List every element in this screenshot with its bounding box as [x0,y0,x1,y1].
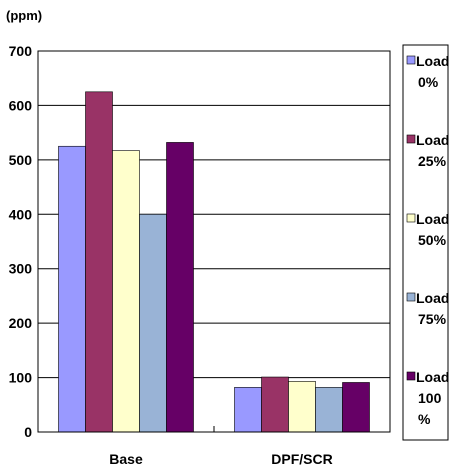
legend-label: 0% [418,74,439,90]
legend-label: Load [416,211,449,227]
legend: Load 0% Load 25% Load 50% Load 75% Load 100% [402,44,449,441]
bars [58,91,370,433]
legend-label: 100 [418,390,442,406]
bar-dpf-scr-series-0 [234,387,262,433]
legend-label: Load [416,53,449,69]
bar-dpf-scr-series-3 [315,387,343,433]
y-axis-unit-label: (ppm) [6,8,42,23]
legend-swatch [406,213,416,223]
bar-base-series-3 [139,213,167,433]
y-tick-label: 500 [9,152,33,168]
bar-base-series-0 [58,145,86,433]
x-category-label: DPF/SCR [271,451,332,467]
axes [37,50,391,433]
y-tick-label: 600 [9,97,33,113]
legend-label: Load [416,290,449,306]
y-tick-label: 200 [9,315,33,331]
legend-label: Load [416,369,449,385]
x-category-label: Base [109,451,143,467]
legend-label: 50% [418,232,447,248]
bar-base-series-2 [112,150,140,433]
bar-dpf-scr-series-2 [288,381,316,433]
legend-label: 25% [418,153,447,169]
bar-dpf-scr-series-1 [261,376,289,433]
y-axis-ticks: 0 100 200 300 400 500 600 700 [9,43,33,440]
bar-dpf-scr-series-4 [342,382,370,433]
legend-label: Load [416,132,449,148]
y-tick-label: 400 [9,206,33,222]
y-tick-label: 100 [9,370,33,386]
bar-base-series-1 [85,91,113,433]
legend-label: % [418,411,431,427]
legend-swatch [406,55,416,65]
y-tick-label: 700 [9,43,33,59]
bar-base-series-4 [166,142,194,433]
legend-label: 75% [418,311,447,327]
y-tick-label: 0 [24,424,32,440]
legend-swatch [406,371,416,381]
legend-swatch [406,292,416,302]
legend-swatch [406,134,416,144]
x-axis-categories: Base DPF/SCR [109,451,332,467]
y-tick-label: 300 [9,261,33,277]
